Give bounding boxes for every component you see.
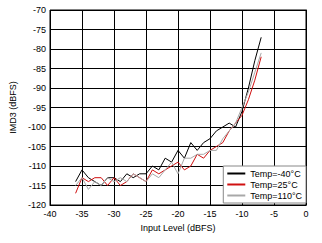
- svg-text:-25: -25: [139, 209, 152, 219]
- svg-text:-85: -85: [33, 64, 46, 74]
- svg-text:-105: -105: [28, 142, 46, 152]
- svg-text:-20: -20: [171, 209, 184, 219]
- svg-text:-80: -80: [33, 44, 46, 54]
- svg-text:-75: -75: [33, 25, 46, 35]
- svg-text:-35: -35: [75, 209, 88, 219]
- svg-text:-120: -120: [28, 200, 46, 210]
- svg-text:-40: -40: [43, 209, 56, 219]
- svg-text:-5: -5: [270, 209, 278, 219]
- svg-text:Temp=110°C: Temp=110°C: [250, 191, 302, 201]
- svg-text:0: 0: [303, 209, 308, 219]
- svg-text:IMD3 (dBFS): IMD3 (dBFS): [8, 81, 18, 134]
- svg-text:-90: -90: [33, 83, 46, 93]
- svg-text:-30: -30: [107, 209, 120, 219]
- svg-text:-10: -10: [235, 209, 248, 219]
- svg-text:Temp=25°C: Temp=25°C: [250, 180, 298, 190]
- svg-text:Temp=-40°C: Temp=-40°C: [250, 169, 301, 179]
- svg-text:-70: -70: [33, 5, 46, 15]
- svg-text:Input Level (dBFS): Input Level (dBFS): [140, 223, 215, 233]
- svg-text:-100: -100: [28, 122, 46, 132]
- svg-text:-115: -115: [29, 181, 46, 191]
- svg-text:-95: -95: [33, 103, 46, 113]
- svg-text:-110: -110: [29, 161, 46, 171]
- svg-text:-15: -15: [203, 209, 216, 219]
